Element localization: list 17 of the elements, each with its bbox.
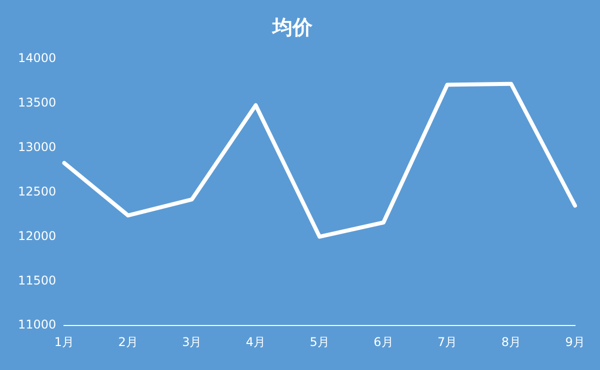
x-tick-label: 2月: [118, 334, 138, 349]
y-tick-label: 14000: [18, 51, 56, 66]
y-tick-label: 12000: [18, 228, 56, 243]
y-tick-label: 12500: [18, 184, 56, 198]
y-tick-label: 13000: [18, 140, 56, 154]
x-tick-label: 4月: [246, 334, 266, 349]
x-tick-label: 5月: [310, 334, 330, 349]
y-tick-label: 13500: [18, 96, 56, 110]
x-tick-label: 1月: [54, 334, 74, 349]
x-tick-label: 8月: [501, 334, 521, 349]
x-tick-label: 7月: [437, 334, 458, 349]
x-tick-label: 3月: [182, 334, 202, 349]
chart-title: 均价: [272, 15, 314, 40]
x-tick-label: 9月: [565, 334, 585, 349]
y-tick-label: 11500: [18, 273, 56, 288]
x-tick-label: 6月: [374, 334, 394, 349]
y-tick-label: 11000: [18, 318, 56, 332]
